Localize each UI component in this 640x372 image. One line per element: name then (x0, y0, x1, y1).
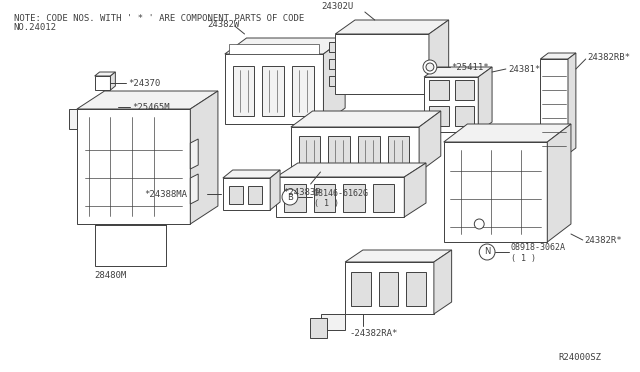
Polygon shape (95, 76, 111, 90)
Polygon shape (228, 44, 319, 54)
Text: 08146-6162G: 08146-6162G (314, 189, 369, 198)
Polygon shape (404, 163, 426, 217)
Polygon shape (444, 124, 571, 142)
Bar (429, 80, 449, 100)
Polygon shape (91, 100, 118, 104)
Circle shape (426, 63, 434, 71)
Polygon shape (540, 59, 568, 154)
Text: 24382RB*: 24382RB* (588, 52, 630, 61)
Text: -24382RA*: -24382RA* (349, 330, 397, 339)
Text: 08918-3062A: 08918-3062A (511, 244, 566, 253)
Bar (228, 186, 243, 204)
Polygon shape (190, 139, 198, 169)
Text: *24370: *24370 (128, 78, 161, 87)
Polygon shape (424, 77, 478, 132)
Text: *24388MA: *24388MA (144, 189, 187, 199)
Bar (328, 136, 350, 166)
Bar (406, 272, 426, 306)
Polygon shape (225, 38, 345, 54)
Text: 24382R*: 24382R* (585, 235, 622, 244)
Polygon shape (270, 170, 280, 210)
Polygon shape (223, 170, 280, 178)
Text: 24382W: 24382W (207, 19, 239, 29)
Circle shape (282, 189, 298, 205)
Polygon shape (424, 67, 492, 77)
Bar (454, 80, 474, 100)
Bar (372, 184, 394, 212)
Polygon shape (291, 111, 441, 127)
Polygon shape (335, 20, 449, 34)
Polygon shape (323, 38, 345, 124)
Text: ( 1 ): ( 1 ) (314, 199, 339, 208)
Bar (284, 184, 306, 212)
Polygon shape (225, 54, 323, 124)
Polygon shape (335, 34, 429, 94)
Text: NOTE: CODE NOS. WITH ' * ' ARE COMPONENT PARTS OF CODE: NOTE: CODE NOS. WITH ' * ' ARE COMPONENT… (14, 14, 304, 23)
Polygon shape (291, 127, 419, 172)
Polygon shape (540, 53, 576, 59)
Polygon shape (276, 163, 426, 177)
Polygon shape (91, 104, 113, 114)
Bar (330, 59, 335, 69)
Bar (95, 224, 166, 266)
Bar (330, 76, 335, 86)
Bar (310, 318, 328, 338)
Polygon shape (190, 91, 218, 224)
Text: 24302U: 24302U (321, 1, 354, 10)
Text: 24381*: 24381* (508, 64, 540, 74)
Polygon shape (276, 177, 404, 217)
Polygon shape (419, 111, 441, 172)
Polygon shape (478, 67, 492, 132)
Polygon shape (77, 109, 190, 224)
Polygon shape (69, 109, 77, 129)
Bar (262, 66, 284, 116)
Polygon shape (345, 262, 434, 314)
Polygon shape (321, 314, 345, 330)
Text: *25411*: *25411* (452, 62, 489, 71)
Bar (388, 136, 409, 166)
Bar (248, 186, 262, 204)
Polygon shape (429, 20, 449, 94)
Bar (343, 184, 365, 212)
Bar (233, 66, 255, 116)
Bar (314, 184, 335, 212)
Text: N: N (484, 247, 490, 257)
Bar (429, 106, 449, 126)
Circle shape (479, 244, 495, 260)
Polygon shape (113, 100, 118, 114)
Polygon shape (444, 142, 547, 242)
Polygon shape (190, 174, 198, 204)
Bar (379, 272, 398, 306)
Polygon shape (547, 124, 571, 242)
Text: R24000SZ: R24000SZ (558, 353, 601, 362)
Polygon shape (345, 250, 452, 262)
Circle shape (423, 60, 437, 74)
Bar (351, 272, 371, 306)
Bar (292, 66, 314, 116)
Text: 28480M: 28480M (95, 272, 127, 280)
Polygon shape (95, 72, 115, 76)
Bar (454, 106, 474, 126)
Polygon shape (77, 91, 218, 109)
Text: *24383P: *24383P (283, 187, 321, 196)
Polygon shape (434, 250, 452, 314)
Circle shape (474, 219, 484, 229)
Bar (299, 136, 321, 166)
Polygon shape (568, 53, 576, 154)
Text: B: B (287, 192, 293, 202)
Bar (358, 136, 380, 166)
Text: *25465M: *25465M (132, 103, 170, 112)
Polygon shape (223, 178, 270, 210)
Bar (330, 42, 335, 52)
Text: ( 1 ): ( 1 ) (511, 253, 536, 263)
Polygon shape (111, 72, 115, 90)
Text: NO.24012: NO.24012 (14, 23, 57, 32)
